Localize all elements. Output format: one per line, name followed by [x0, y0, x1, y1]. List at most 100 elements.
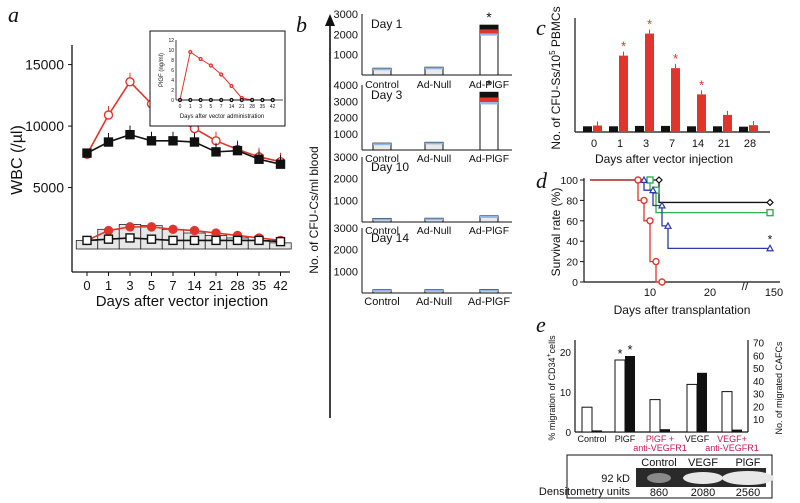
a-inset-data-point	[198, 56, 203, 62]
d-curve-marker	[657, 201, 667, 209]
c-x-tick-label: 21	[718, 138, 730, 150]
a-data-point	[168, 136, 178, 146]
a-data-point	[125, 129, 135, 140]
a-y-axis-label: WBC (/µl)	[9, 125, 26, 195]
a-inset-data-point	[260, 97, 265, 103]
b-subplot-label: Day 10	[371, 160, 409, 174]
e-right-y-tick-label: 20	[753, 402, 765, 413]
b-y-tick-label: 1000	[334, 266, 358, 278]
a-x-tick-label: 5	[148, 278, 155, 293]
b-x-tick-label: Ad-PlGF	[469, 225, 509, 237]
e-bar-open	[614, 359, 626, 433]
a-inset-x-tick-label: 35	[260, 104, 266, 110]
b-bar-segment	[373, 143, 391, 146]
c-bar-red	[697, 94, 706, 132]
a-data-point	[125, 77, 135, 87]
c-x-axis-label: Days after vector injection	[595, 152, 733, 166]
a-x-tick-label: 3	[126, 278, 133, 293]
a-data-point	[189, 137, 200, 147]
e-left-y-tick-label: 10	[560, 388, 572, 399]
d-y-axis-label: Survival rate (%)	[549, 188, 563, 277]
a-inset-y-tick-label: 6	[171, 68, 174, 74]
a-x-tick-label: 28	[230, 278, 244, 293]
a-inset-data-point	[229, 83, 234, 89]
d-survival-curve	[590, 179, 770, 204]
e-bar-open	[721, 391, 733, 433]
b-bar-segment	[373, 218, 391, 221]
b-bar-segment	[373, 68, 391, 71]
a-inset-data-point	[188, 97, 193, 103]
a-data-point	[146, 234, 157, 244]
c-y-label-sup: 5	[548, 50, 557, 55]
e-bar-open	[581, 406, 593, 433]
e-right-y-tick-label: 40	[753, 377, 765, 388]
a-inset-data-point	[239, 97, 244, 103]
d-curve-marker	[640, 196, 648, 205]
a-x-tick-label: 7	[169, 278, 176, 293]
d-curve-marker	[766, 208, 774, 217]
b-y-tick-label: 4000	[334, 80, 358, 92]
b-x-tick-label: Control	[365, 153, 399, 165]
b-y-tick-label: 1000	[334, 195, 358, 207]
a-series-line	[86, 133, 281, 165]
d-survival-curve	[590, 179, 770, 214]
d-y-tick-label: 60	[566, 216, 578, 228]
a-inset-data-point	[219, 97, 224, 103]
a-x-tick-label: 1	[105, 278, 112, 293]
a-data-point	[232, 235, 243, 246]
a-inset-data-point	[198, 97, 203, 103]
a-data-point	[103, 137, 114, 147]
a-data-point	[189, 225, 200, 236]
c-bar-black	[739, 126, 748, 132]
a-data-point	[189, 235, 200, 246]
e-right-y-tick-label: 60	[753, 351, 765, 362]
a-y-tick-label: 10000	[25, 118, 64, 134]
c-y-axis-label: No. of CFU-Ss/105 PBMCs	[548, 6, 563, 149]
c-x-tick-label: 7	[669, 138, 675, 150]
a-inset-data-point	[208, 97, 213, 103]
b-y-axis-label: No. of CFU-Cs/ml blood	[307, 146, 321, 273]
e-x-tick-label: anti-VEGFR1	[705, 443, 759, 453]
b-bar-segment	[425, 142, 443, 145]
a-x-axis-label: Days after vector injection	[96, 293, 269, 310]
a-x-tick-label: 35	[252, 278, 266, 293]
a-inset-x-tick-label: 42	[270, 104, 276, 110]
d-curve-marker	[634, 176, 642, 184]
c-bar-black	[583, 126, 592, 132]
d-axis-break: //	[742, 279, 749, 293]
d-x-tick-label: 20	[704, 287, 716, 299]
panel-d-survival-chart: 0 20 40 60 80 100 10 20 150 // Days after transpla…	[549, 175, 783, 317]
a-inset-data-point	[229, 97, 234, 103]
e-bar-filled	[625, 356, 635, 432]
b-bar-segment	[373, 289, 391, 292]
b-x-tick-label: Ad-PlGF	[469, 153, 509, 165]
e-bar-filled	[592, 430, 602, 432]
a-data-point	[146, 136, 157, 146]
a-inset-data-point	[219, 72, 224, 77]
e-left-y-label-part: +	[546, 353, 553, 357]
e-x-tick-label: Control	[577, 434, 606, 444]
a-inset-frame	[149, 30, 286, 127]
panel-c-cfu-s-chart: No. of CFU-Ss/105 PBMCs 0 1 3 7 14 21 28 * * * * Day…	[548, 6, 770, 166]
a-x-tick-label: 21	[209, 278, 223, 293]
d-curve-marker	[652, 257, 660, 266]
a-data-point	[125, 233, 135, 243]
b-y-tick-label: 1000	[334, 129, 358, 141]
b-bar-segment	[480, 92, 498, 98]
a-series-line	[86, 237, 281, 243]
b-bar-segment	[480, 97, 498, 103]
a-inset-x-tick-label: 28	[249, 104, 255, 110]
d-curve-marker	[646, 217, 654, 225]
e-densitometry-label: Densitometry units	[539, 486, 631, 498]
a-data-point	[275, 236, 286, 247]
c-significance-star: *	[621, 39, 626, 54]
e-significance-star: *	[617, 346, 622, 361]
b-subplot-label: Day 3	[371, 88, 403, 102]
a-x-tick-label: 42	[273, 278, 287, 293]
c-bar-red	[593, 125, 602, 132]
e-left-y-label-part: % migration of CD34	[547, 358, 557, 441]
e-bar-open	[686, 383, 698, 433]
b-x-tick-label: Control	[365, 225, 399, 237]
e-left-y-tick-label: 20	[560, 348, 572, 359]
